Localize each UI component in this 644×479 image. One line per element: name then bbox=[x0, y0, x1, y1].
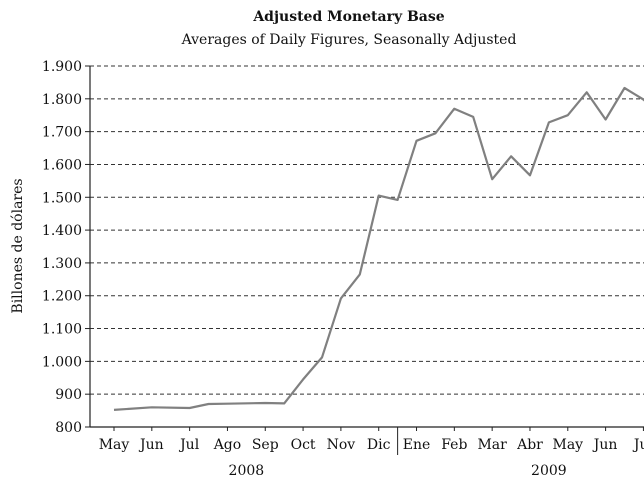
y-tick-label: 1.700 bbox=[42, 125, 82, 141]
x-tick-label: Jul bbox=[178, 437, 200, 453]
y-tick-label: 1.600 bbox=[42, 157, 82, 173]
x-tick-label: May bbox=[99, 437, 130, 453]
y-tick-label: 1.800 bbox=[42, 92, 82, 108]
x-tick-label: May bbox=[552, 437, 583, 453]
x-tick-label: Mar bbox=[477, 437, 507, 453]
x-ticks: May Jun Jul Ago Sep Oct Nov Dic Ene Feb Mar Abr May J… bbox=[99, 427, 644, 479]
x-tick-label: Ago bbox=[213, 437, 242, 453]
series-lines bbox=[113, 86, 644, 411]
y-tick-label: 1.200 bbox=[42, 289, 82, 305]
y-tick-label: 900 bbox=[55, 387, 82, 403]
x-tick-label: Feb bbox=[441, 437, 467, 453]
y-tick-label: 1.000 bbox=[42, 354, 82, 370]
y-tick-label: 800 bbox=[55, 420, 82, 436]
x-tick-label: Oct bbox=[291, 437, 316, 453]
y-tick-label: 1.400 bbox=[42, 223, 82, 239]
x-tick-label: Dic bbox=[367, 437, 391, 453]
chart-title: Adjusted Monetary Base bbox=[252, 9, 444, 25]
series-line bbox=[113, 86, 644, 411]
x-tick-label: Jun bbox=[592, 437, 618, 453]
y-ticks: 800 900 1.000 1.100 1.200 1.300 1.400 1.500 1.60… bbox=[42, 59, 90, 436]
x-tick-label: Abr bbox=[516, 437, 543, 453]
y-tick-label: 1.500 bbox=[42, 190, 82, 206]
y-tick-label: 1.100 bbox=[42, 322, 82, 338]
y-tick-label: 1.300 bbox=[42, 256, 82, 272]
x-tick-label: Nov bbox=[327, 437, 356, 453]
x-tick-label: Jul bbox=[632, 437, 644, 453]
x-tick-label: Ene bbox=[403, 437, 431, 453]
y-axis-label: Billones de dólares bbox=[10, 178, 26, 313]
x-tick-label: Sep bbox=[252, 437, 279, 453]
gridlines bbox=[90, 65, 644, 395]
y-tick-label: 1.900 bbox=[42, 59, 82, 75]
year-label-2009: 2009 bbox=[531, 463, 567, 479]
year-label-2008: 2008 bbox=[229, 463, 265, 479]
x-tick-label: Jun bbox=[138, 437, 164, 453]
chart-subtitle: Averages of Daily Figures, Seasonally Ad… bbox=[181, 32, 517, 48]
axes bbox=[89, 66, 644, 428]
